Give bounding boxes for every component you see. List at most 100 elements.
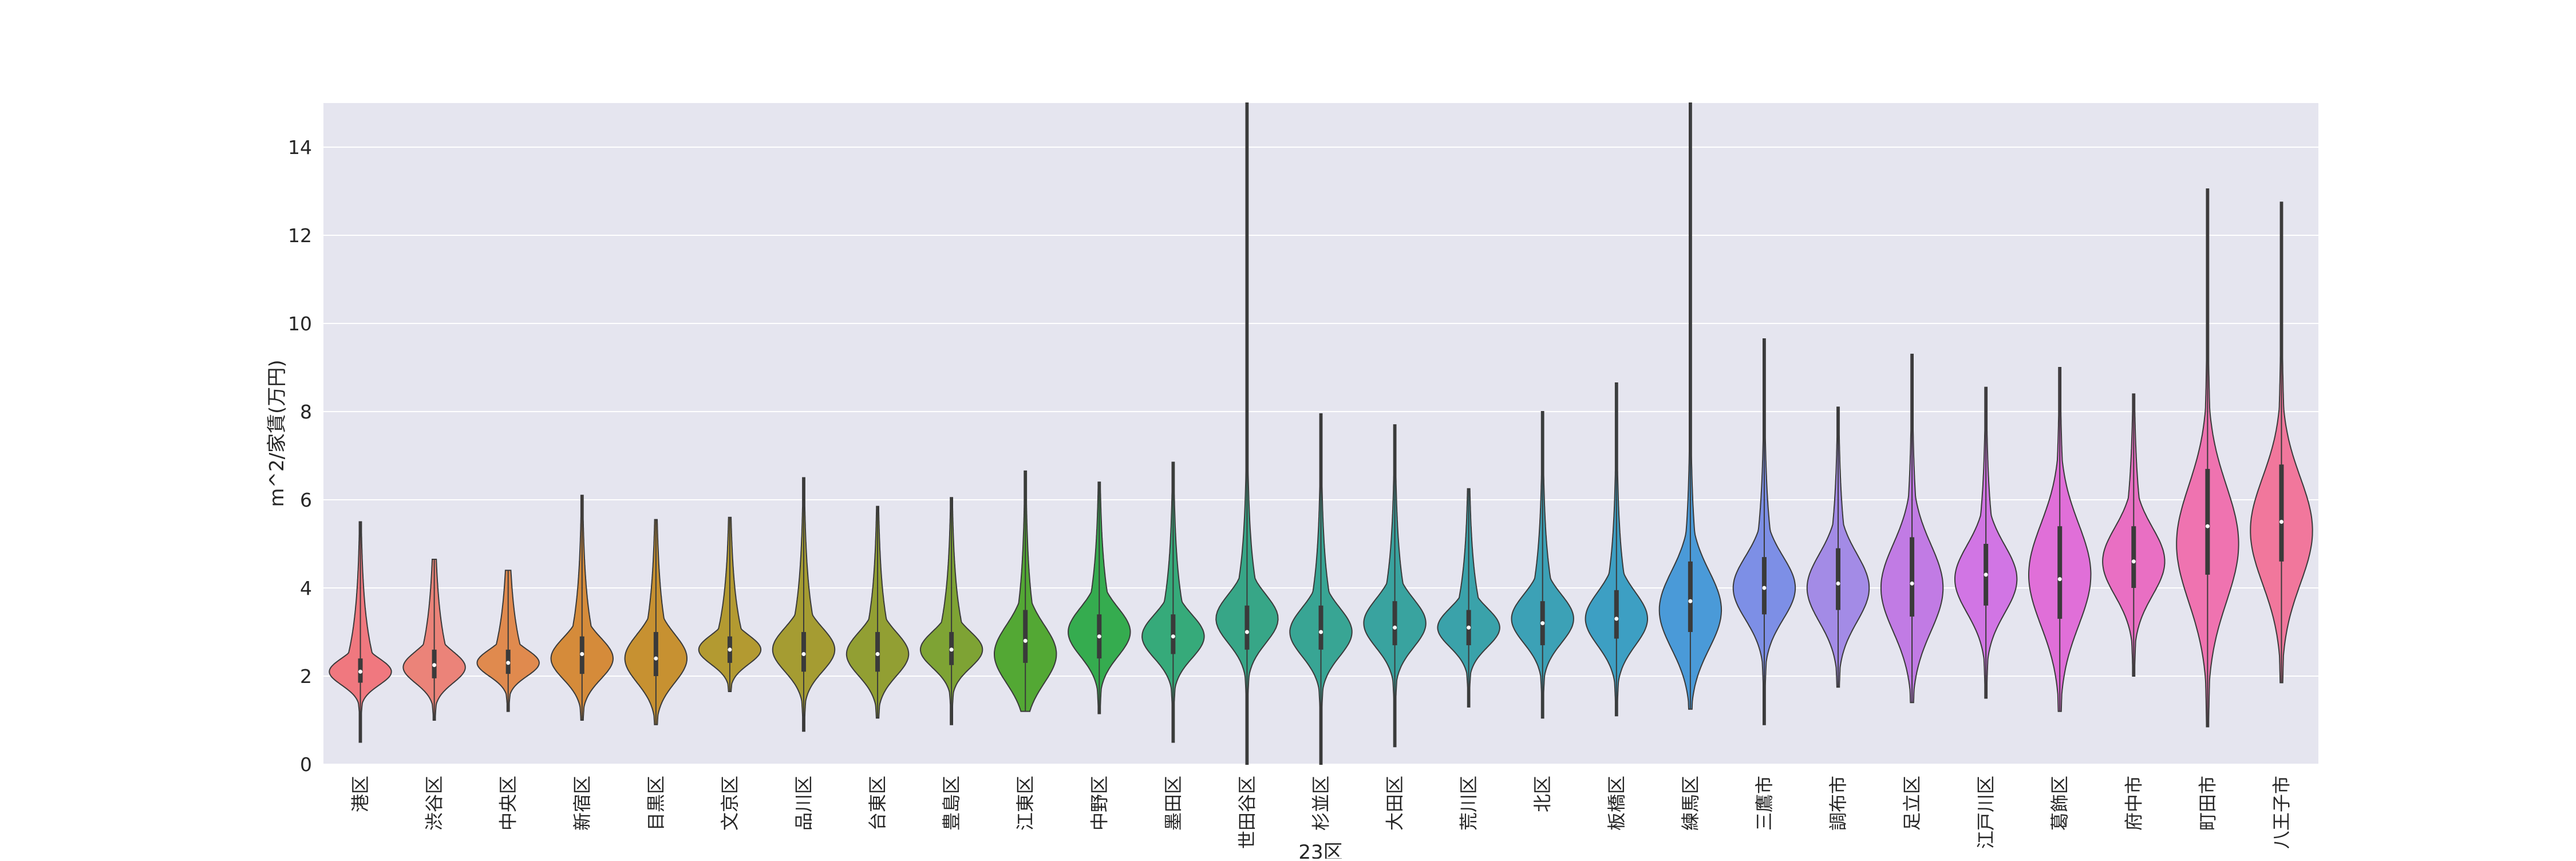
median-marker [1836, 581, 1840, 586]
violin-世田谷区 [1215, 102, 1279, 765]
x-tick-label: 調布市 [1827, 776, 1849, 831]
x-tick-label: 目黒区 [645, 776, 667, 831]
median-marker [1910, 581, 1914, 586]
x-tick-label: 町田市 [2196, 776, 2218, 831]
violin-新宿区 [550, 495, 614, 721]
median-marker [1097, 634, 1101, 639]
y-tick-label: 6 [300, 489, 312, 511]
violin-調布市 [1806, 406, 1870, 688]
x-tick-label: 渋谷区 [424, 776, 445, 831]
x-tick-label: 北区 [1532, 776, 1554, 812]
x-tick-labels: 港区 渋谷区 中央区 新宿区 目黒区 文京区 品川区 台東区 豊島区 江東区 中野区 墨田区 世田谷区 杉… [350, 776, 2293, 849]
violin-荒川区 [1437, 488, 1500, 708]
x-tick-label: 府中市 [2123, 776, 2144, 831]
iqr-box [1392, 601, 1397, 646]
iqr-box [1023, 610, 1028, 663]
iqr-box [1688, 561, 1693, 632]
x-tick-label: 荒川区 [1458, 776, 1480, 831]
violin-大田区 [1363, 424, 1427, 748]
y-tick-label: 8 [300, 401, 312, 423]
x-tick-label: 中央区 [497, 776, 519, 831]
violin-八王子市 [2250, 202, 2313, 684]
median-marker [1540, 621, 1545, 626]
y-tick-label: 10 [288, 313, 312, 335]
violin-港区 [329, 521, 392, 743]
x-tick-label: 新宿区 [571, 776, 593, 831]
iqr-box [2205, 469, 2210, 575]
y-tick-label: 12 [288, 224, 312, 247]
violin-文京区 [698, 516, 762, 692]
violin-葛飾区 [2028, 367, 2092, 712]
violin-台東区 [846, 505, 910, 719]
median-marker [1467, 625, 1471, 630]
median-marker [654, 656, 658, 661]
x-tick-label: 台東区 [867, 776, 888, 831]
median-marker [432, 663, 437, 668]
x-tick-label: 文京区 [719, 776, 741, 831]
iqr-box [2131, 526, 2136, 588]
violin-目黒区 [624, 519, 688, 725]
x-tick-label: 杉並区 [1310, 776, 1332, 831]
x-tick-label: 豊島区 [941, 776, 962, 831]
y-tick-label: 4 [300, 577, 312, 599]
median-marker [1171, 634, 1175, 639]
iqr-box [2279, 464, 2284, 562]
iqr-box [1910, 537, 1915, 617]
violin-品川区 [772, 477, 836, 732]
violin-江戸川区 [1954, 386, 2018, 699]
y-tick-labels: 0 2 4 6 8 10 12 14 [288, 136, 312, 776]
iqr-box [1244, 605, 1250, 650]
x-tick-label: 墨田区 [1162, 776, 1184, 831]
median-marker [2205, 524, 2210, 528]
violin-北区 [1511, 411, 1574, 719]
violin-中野区 [1068, 481, 1131, 714]
violin-足立区 [1880, 353, 1944, 704]
x-tick-label: 板橋区 [1606, 776, 1627, 831]
x-tick-label: 三鷹市 [1753, 776, 1775, 831]
violin-豊島区 [919, 497, 983, 725]
x-tick-label: 江戸川区 [1975, 776, 1997, 849]
median-marker [1319, 630, 1323, 634]
violins [329, 102, 2313, 765]
iqr-box [1318, 605, 1323, 650]
x-axis-label: 23区 [1298, 841, 1342, 859]
iqr-box [1761, 557, 1767, 615]
median-marker [1688, 599, 1693, 603]
median-marker [2057, 577, 2062, 582]
y-tick-label: 2 [300, 665, 312, 688]
median-marker [1984, 572, 1988, 577]
x-tick-label: 世田谷区 [1236, 776, 1258, 849]
median-marker [801, 652, 806, 656]
y-axis-label: m^2/家賃(万円) [266, 360, 289, 507]
median-marker [949, 647, 954, 652]
x-tick-label: 足立区 [1901, 776, 1923, 831]
violin-墨田区 [1141, 461, 1205, 743]
median-marker [1393, 625, 1397, 630]
median-marker [1762, 586, 1767, 590]
violin-府中市 [2102, 393, 2166, 677]
median-marker [1023, 638, 1028, 643]
violin-練馬区 [1658, 102, 1722, 710]
violin-杉並区 [1289, 413, 1353, 765]
iqr-box [2057, 526, 2063, 619]
iqr-box [653, 632, 658, 676]
x-tick-label: 中野区 [1088, 776, 1110, 831]
median-marker [1244, 630, 1249, 634]
x-tick-label: 江東区 [1014, 776, 1036, 831]
violin-板橋区 [1585, 382, 1648, 717]
y-tick-label: 14 [288, 136, 312, 159]
x-tick-label: 練馬区 [1680, 776, 1701, 831]
iqr-box [1836, 548, 1841, 610]
median-marker [1614, 617, 1619, 621]
violin-中央区 [476, 570, 540, 712]
x-tick-label: 港区 [350, 776, 372, 812]
x-tick-label: 葛飾区 [2049, 776, 2071, 831]
x-tick-label: 八王子市 [2271, 776, 2293, 849]
violin-渋谷区 [402, 559, 466, 721]
median-marker [2131, 559, 2136, 564]
median-marker [580, 652, 584, 656]
iqr-box [1614, 590, 1619, 639]
median-marker [506, 661, 511, 665]
iqr-box [801, 632, 806, 672]
